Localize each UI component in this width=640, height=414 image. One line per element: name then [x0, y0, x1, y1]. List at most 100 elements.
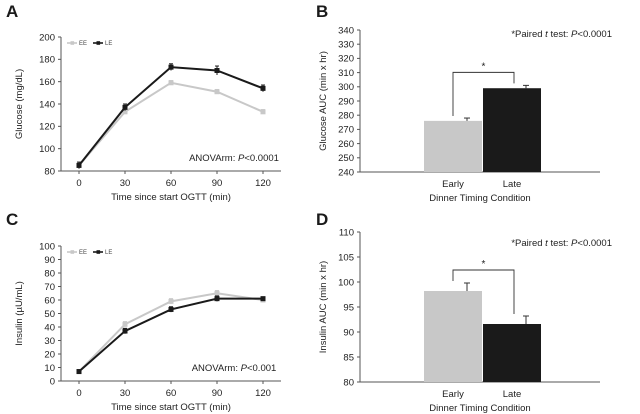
- y-tick-label: 100: [338, 277, 354, 288]
- annotation-prefix: *Paired: [511, 29, 545, 40]
- significance-star: *: [482, 61, 486, 72]
- significance-bracket: [452, 71, 515, 117]
- x-tick-label: Early: [442, 389, 464, 400]
- paired-t-annotation: *Paired t test: P<0.0001: [511, 238, 612, 249]
- y-tick-label: 30: [44, 336, 55, 347]
- y-tick-label: 20: [44, 349, 55, 360]
- y-tick-label: 90: [343, 327, 354, 338]
- x-tick-label: 60: [166, 178, 177, 189]
- significance-bracket: [452, 269, 515, 314]
- legend-label-ee: EE: [79, 41, 87, 47]
- annotation-value: <0.001: [247, 363, 276, 374]
- data-point-le: [76, 369, 82, 375]
- x-tick-label: 90: [212, 388, 223, 399]
- annotation-p: P: [571, 238, 578, 249]
- y-tick-label: 105: [338, 252, 354, 263]
- y-tick-label: 80: [44, 268, 55, 279]
- legend-label-le: LE: [105, 41, 112, 47]
- annotation-t: t: [545, 238, 548, 249]
- y-tick-label: 320: [338, 54, 354, 65]
- data-point-le: [214, 296, 220, 302]
- annotation-p: P: [241, 363, 248, 374]
- y-tick-label: 60: [44, 295, 55, 306]
- legend-marker-le: [96, 250, 101, 254]
- panel-letter: A: [6, 2, 18, 21]
- data-point-le: [76, 162, 82, 168]
- data-point-le: [214, 68, 220, 73]
- annotation-prefix: ANOVArm:: [189, 153, 238, 164]
- y-tick-label: 85: [343, 352, 354, 363]
- y-tick-label: 95: [343, 302, 354, 313]
- bar-early: [424, 120, 482, 172]
- annotation-value: <0.0001: [577, 238, 612, 249]
- y-tick-label: 300: [338, 82, 354, 93]
- data-point-ee: [122, 321, 128, 327]
- y-tick-label: 200: [39, 32, 55, 43]
- y-axis-title: Glucose AUC (min x hr): [318, 51, 329, 151]
- paired-t-annotation: *Paired t test: P<0.0001: [511, 29, 612, 40]
- x-tick-label: 0: [76, 388, 81, 399]
- y-axis-title: Insulin AUC (min x hr): [318, 261, 329, 353]
- y-tick-label: 80: [44, 166, 55, 177]
- panel-letter: D: [316, 210, 328, 229]
- data-point-ee: [168, 80, 174, 86]
- x-tick-label: Late: [503, 179, 522, 190]
- y-tick-label: 240: [338, 167, 354, 178]
- data-point-le: [260, 296, 266, 302]
- x-tick-label: Late: [503, 389, 522, 400]
- y-tick-label: 100: [39, 144, 55, 155]
- x-tick-label: 60: [166, 388, 177, 399]
- x-tick-label: Early: [442, 179, 464, 190]
- x-tick-label: 30: [120, 178, 131, 189]
- y-tick-label: 250: [338, 153, 354, 164]
- data-point-ee: [168, 298, 174, 304]
- y-tick-label: 310: [338, 68, 354, 79]
- y-tick-label: 330: [338, 40, 354, 51]
- y-tick-label: 80: [343, 377, 354, 388]
- legend-label-le: LE: [105, 250, 112, 256]
- data-point-ee: [214, 290, 220, 296]
- significance-star: *: [482, 259, 486, 270]
- annotation-mid: test:: [548, 29, 571, 40]
- y-axis-title: Glucose (mg/dL): [14, 69, 25, 139]
- x-axis-title: Time since start OGTT (min): [111, 192, 231, 203]
- y-tick-label: 160: [39, 77, 55, 88]
- annotation-p: P: [238, 153, 245, 164]
- data-point-ee: [214, 89, 220, 95]
- annotation-prefix: ANOVArm:: [192, 363, 241, 374]
- x-tick-label: 90: [212, 178, 223, 189]
- y-tick-label: 10: [44, 363, 55, 374]
- data-point-le: [122, 104, 128, 110]
- legend-marker-ee: [70, 41, 75, 45]
- y-tick-label: 0: [50, 376, 55, 387]
- anova-annotation: ANOVArm: P<0.0001: [189, 153, 279, 164]
- bar-late: [483, 88, 541, 172]
- annotation-t: t: [545, 29, 548, 40]
- y-axis-title: Insulin (µU/mL): [14, 281, 25, 346]
- y-tick-label: 120: [39, 122, 55, 133]
- panel-b: B 240 250 260 270 280 290 300 310 320 330 340 Early L…: [316, 2, 612, 204]
- y-tick-label: 340: [338, 25, 354, 36]
- annotation-p: P: [571, 29, 578, 40]
- legend-marker-ee: [70, 250, 75, 254]
- y-tick-label: 290: [338, 96, 354, 107]
- panel-a: A 80 100 120 140 160 180 200 0 30 60 90 120 Time sinc…: [6, 2, 281, 203]
- data-point-le: [260, 85, 266, 91]
- y-tick-label: 110: [339, 227, 354, 238]
- y-tick-label: 100: [39, 241, 55, 252]
- x-tick-label: 120: [255, 388, 271, 399]
- y-tick-label: 280: [338, 111, 354, 122]
- panel-d: D 80 85 90 95 100 105 110 Early Late * Dinner Timin…: [316, 210, 612, 414]
- legend-label-ee: EE: [79, 250, 87, 256]
- y-tick-label: 180: [39, 55, 55, 66]
- series-line-ee: [78, 292, 264, 373]
- x-axis-title: Dinner Timing Condition: [429, 193, 530, 204]
- y-tick-label: 270: [338, 125, 354, 136]
- bar-late: [483, 324, 541, 382]
- x-axis-title: Dinner Timing Condition: [429, 403, 530, 414]
- x-axis-title: Time since start OGTT (min): [111, 402, 231, 413]
- x-tick-label: 30: [120, 388, 131, 399]
- data-point-le: [168, 306, 174, 312]
- panel-letter: B: [316, 2, 328, 21]
- y-tick-label: 260: [338, 139, 354, 150]
